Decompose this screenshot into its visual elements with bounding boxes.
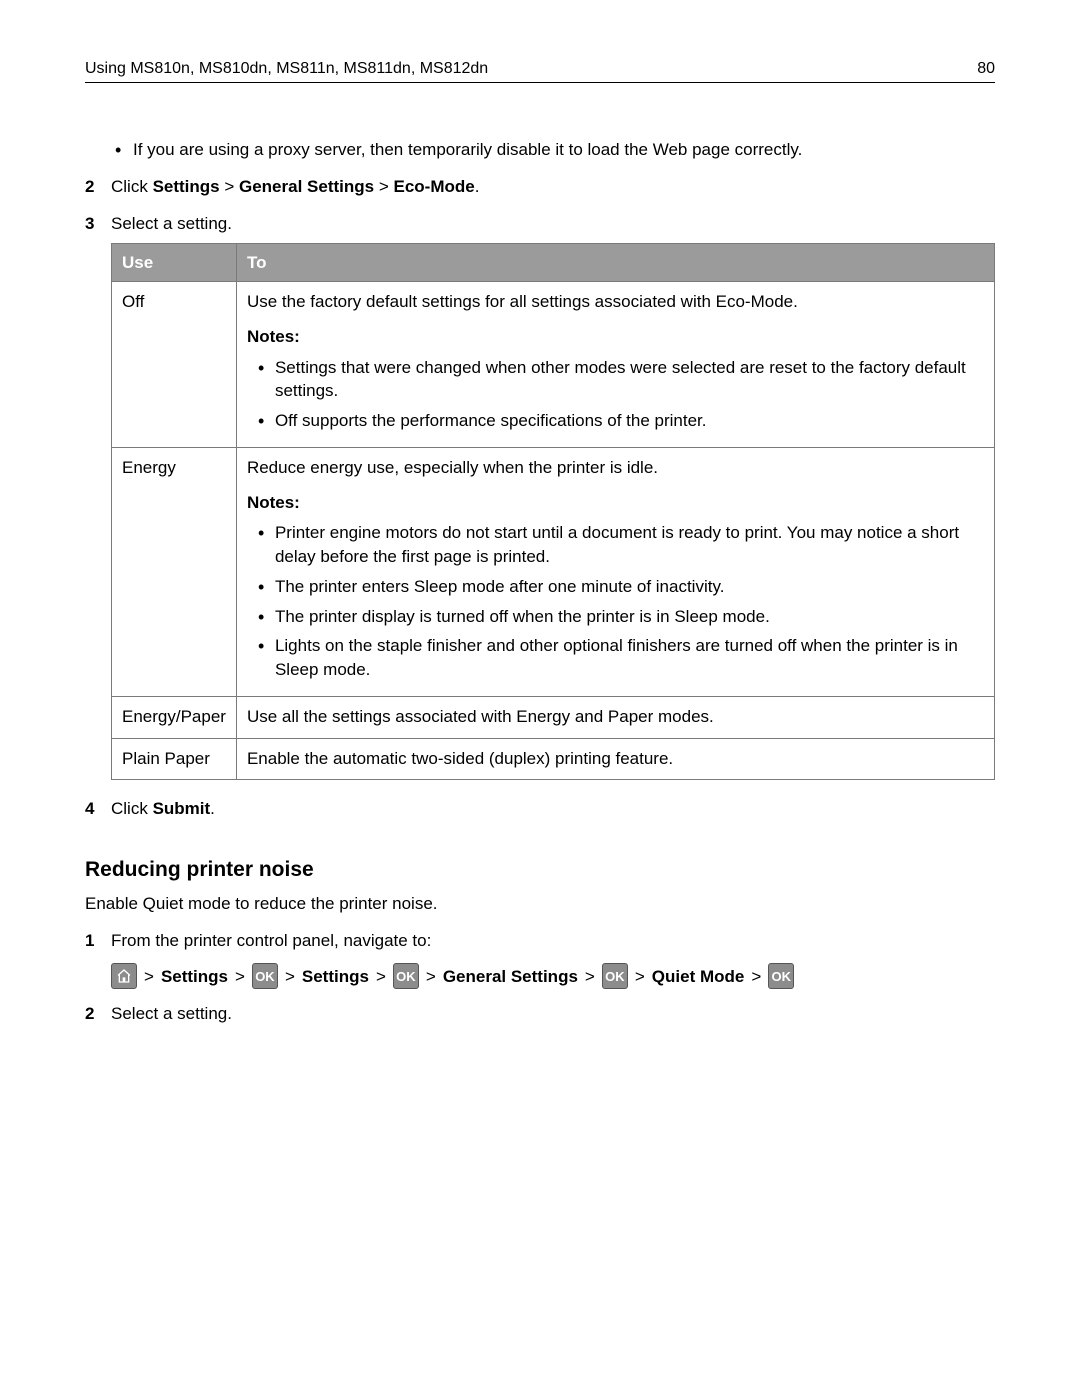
step2-p3: Eco‑Mode — [393, 177, 474, 196]
row-energy-content: Reduce energy use, especially when the p… — [236, 447, 994, 696]
note: The printer display is turned off when t… — [275, 605, 984, 629]
step-number: 4 — [85, 796, 94, 822]
intro-bullet-list: If you are using a proxy server, then te… — [85, 138, 995, 162]
table-row: Off Use the factory default settings for… — [112, 282, 995, 448]
step-number: 1 — [85, 928, 94, 954]
header-title: Using MS810n, MS810dn, MS811n, MS811dn, … — [85, 60, 488, 78]
section2-steps: 1 From the printer control panel, naviga… — [85, 928, 995, 1027]
nav-t2: Settings — [302, 964, 369, 990]
step2-s1: > — [220, 177, 239, 196]
row-energy-notes: Printer engine motors do not start until… — [247, 521, 984, 682]
ok-icon: OK — [393, 963, 419, 989]
row-ep-label: Energy/Paper — [112, 697, 237, 739]
nav-sep: > — [426, 964, 436, 990]
th-to: To — [236, 243, 994, 282]
nav-sep: > — [635, 964, 645, 990]
header-page-number: 80 — [977, 60, 995, 78]
step-4: 4 Click Submit. — [85, 796, 995, 822]
step2-p1: Settings — [153, 177, 220, 196]
row-pp-label: Plain Paper — [112, 738, 237, 780]
section-intro: Enable Quiet mode to reduce the printer … — [85, 894, 995, 914]
nav-sep: > — [376, 964, 386, 990]
ok-icon: OK — [252, 963, 278, 989]
step-number: 3 — [85, 211, 94, 237]
step3-text: Select a setting. — [111, 214, 232, 233]
nav-t4: Quiet Mode — [652, 964, 745, 990]
th-use: Use — [112, 243, 237, 282]
row-ep-desc: Use all the settings associated with Ene… — [236, 697, 994, 739]
row-off-label: Off — [112, 282, 237, 448]
nav-t1: Settings — [161, 964, 228, 990]
table-row: Energy Reduce energy use, especially whe… — [112, 447, 995, 696]
step2-p2: General Settings — [239, 177, 374, 196]
nav-sep: > — [285, 964, 295, 990]
note: Off supports the performance specificati… — [275, 409, 984, 433]
section2-step2: 2 Select a setting. — [85, 1001, 995, 1027]
step4-suffix: . — [210, 799, 215, 818]
row-energy-label: Energy — [112, 447, 237, 696]
step2-suffix: . — [475, 177, 480, 196]
ok-icon: OK — [602, 963, 628, 989]
row-off-desc: Use the factory default settings for all… — [247, 290, 984, 315]
note: Printer engine motors do not start until… — [275, 521, 984, 569]
note: Lights on the staple finisher and other … — [275, 634, 984, 682]
table-row: Energy/Paper Use all the settings associ… — [112, 697, 995, 739]
nav-sep: > — [144, 964, 154, 990]
note: Settings that were changed when other mo… — [275, 356, 984, 404]
step4-bold: Submit — [153, 799, 211, 818]
row-energy-desc: Reduce energy use, especially when the p… — [247, 456, 984, 481]
table-row: Plain Paper Enable the automatic two‑sid… — [112, 738, 995, 780]
step-3: 3 Select a setting. Use To Off Use the f… — [85, 211, 995, 780]
steps-list: 2 Click Settings > General Settings > Ec… — [85, 174, 995, 822]
nav-path: > Settings > OK > Settings > OK > Genera… — [111, 963, 995, 989]
s2-s1-text: From the printer control panel, navigate… — [111, 931, 431, 950]
step2-prefix: Click — [111, 177, 153, 196]
ok-icon: OK — [768, 963, 794, 989]
notes-label: Notes: — [247, 491, 984, 516]
nav-t3: General Settings — [443, 964, 578, 990]
step4-prefix: Click — [111, 799, 153, 818]
step2-s2: > — [374, 177, 393, 196]
intro-bullet: If you are using a proxy server, then te… — [133, 138, 995, 162]
step-number: 2 — [85, 1001, 94, 1027]
section2-step1: 1 From the printer control panel, naviga… — [85, 928, 995, 990]
eco-mode-table: Use To Off Use the factory default setti… — [111, 243, 995, 781]
nav-sep: > — [751, 964, 761, 990]
row-pp-desc: Enable the automatic two‑sided (duplex) … — [236, 738, 994, 780]
row-off-notes: Settings that were changed when other mo… — [247, 356, 984, 433]
notes-label: Notes: — [247, 325, 984, 350]
home-icon — [111, 963, 137, 989]
s2-s2-text: Select a setting. — [111, 1004, 232, 1023]
nav-sep: > — [585, 964, 595, 990]
row-off-content: Use the factory default settings for all… — [236, 282, 994, 448]
step-2: 2 Click Settings > General Settings > Ec… — [85, 174, 995, 200]
step-number: 2 — [85, 174, 94, 200]
nav-sep: > — [235, 964, 245, 990]
note: The printer enters Sleep mode after one … — [275, 575, 984, 599]
page-header: Using MS810n, MS810dn, MS811n, MS811dn, … — [85, 60, 995, 83]
section-heading: Reducing printer noise — [85, 858, 995, 882]
